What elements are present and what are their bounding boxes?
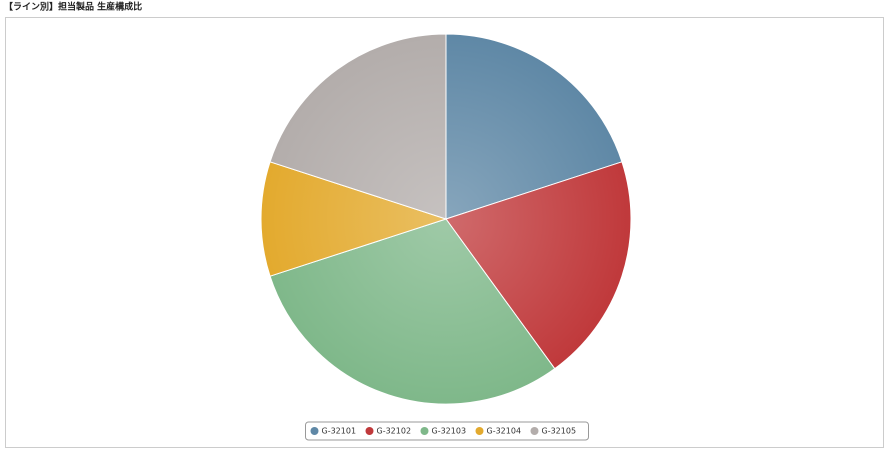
chart-title: 【ライン別】担当製品 生産構成比 (4, 1, 142, 13)
legend-label: G-32101 (322, 427, 357, 436)
legend-box (305, 421, 589, 441)
legend-swatch (310, 427, 319, 435)
legend-label: G-32102 (377, 427, 412, 436)
legend-label: G-32103 (432, 427, 467, 436)
legend-label: G-32105 (542, 427, 577, 436)
legend-swatch (420, 427, 429, 435)
legend-label: G-32104 (487, 427, 522, 436)
legend-swatch (530, 427, 539, 435)
legend-swatch (365, 427, 374, 435)
legend-swatch (475, 427, 484, 435)
